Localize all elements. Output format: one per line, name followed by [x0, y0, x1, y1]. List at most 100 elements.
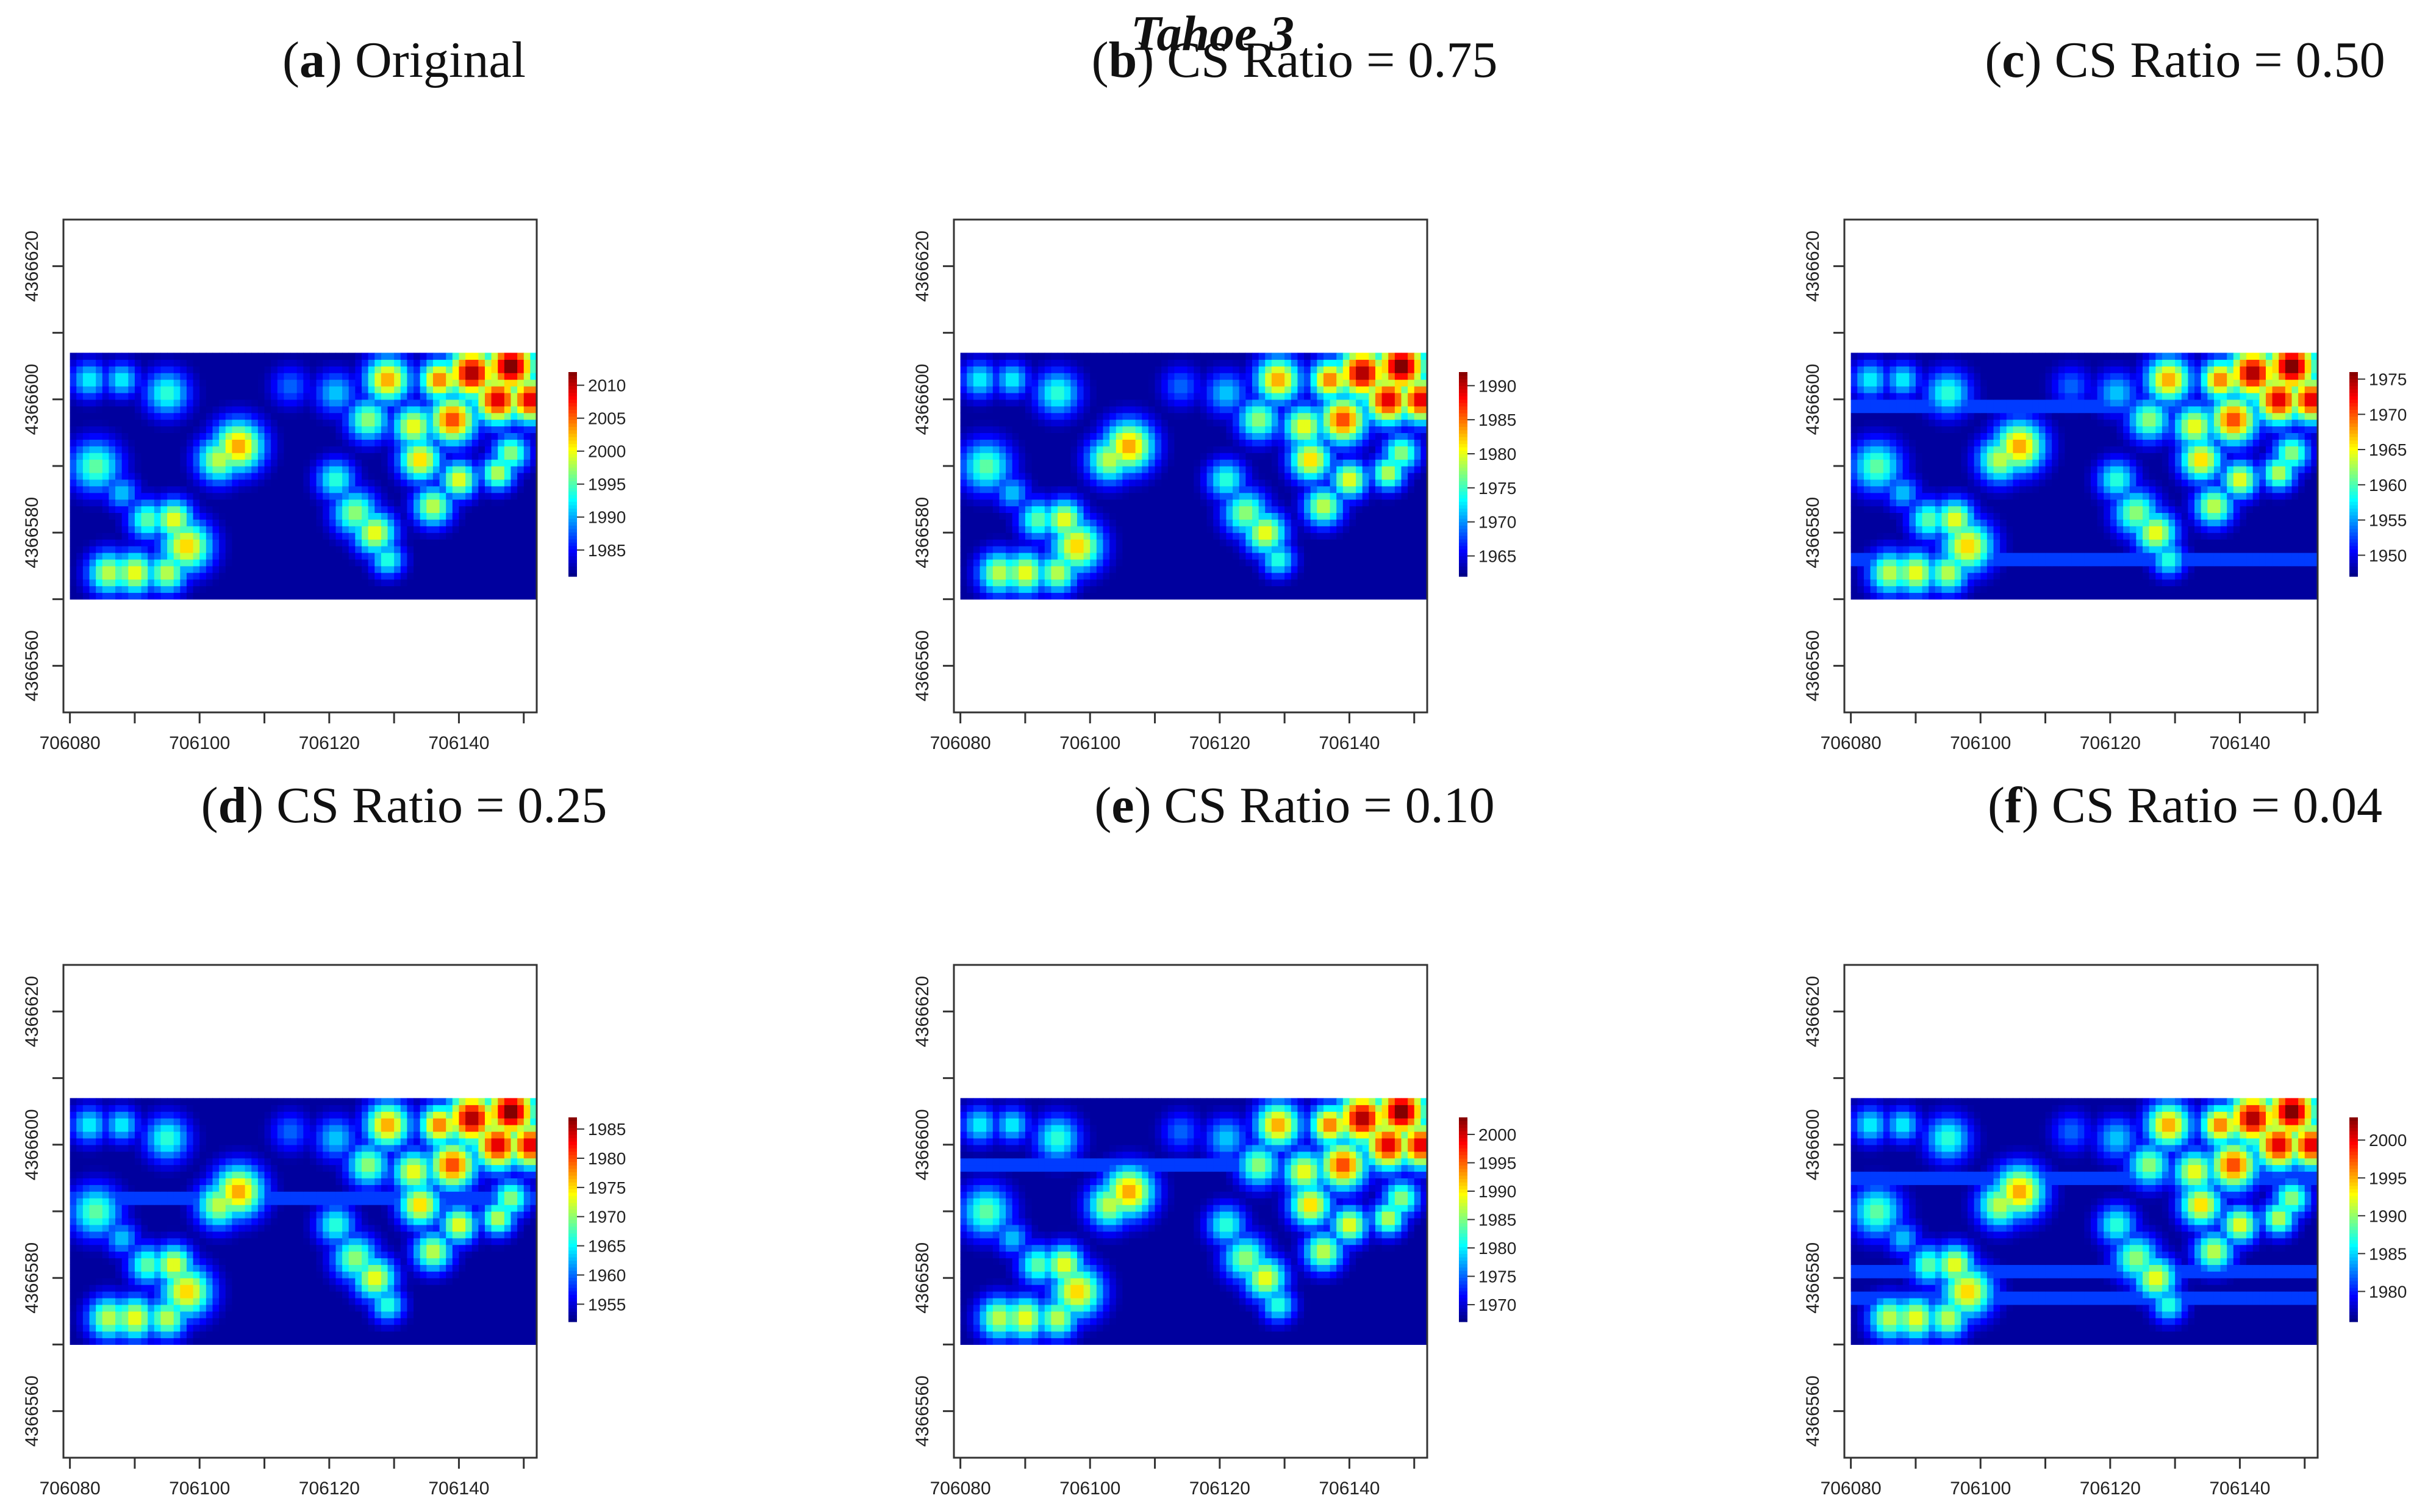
heatmap-cell: [70, 419, 77, 427]
heatmap-cell: [1317, 453, 1324, 460]
heatmap-cell: [1116, 526, 1123, 533]
heatmap-cell: [368, 572, 375, 580]
heatmap-cell: [271, 579, 278, 587]
heatmap-cell: [530, 559, 537, 567]
heatmap-cell: [271, 353, 278, 360]
heatmap-cell: [967, 579, 974, 587]
heatmap-cell: [1135, 432, 1142, 440]
heatmap-cell: [1122, 426, 1130, 434]
heatmap-cell: [199, 552, 207, 560]
heatmap-cell: [1284, 412, 1292, 420]
heatmap-cell: [1388, 492, 1395, 500]
heatmap-cell: [335, 412, 343, 420]
heatmap-cell: [980, 453, 987, 460]
heatmap-cell: [459, 539, 466, 546]
heatmap-cell: [1252, 406, 1259, 414]
heatmap-cell: [1323, 506, 1331, 514]
heatmap-cell: [1381, 479, 1389, 487]
heatmap-cell: [1187, 466, 1194, 473]
heatmap-cell: [121, 572, 129, 580]
heatmap-cell: [1336, 419, 1344, 427]
heatmap-cell: [323, 592, 330, 600]
heatmap-cell: [1058, 392, 1065, 400]
heatmap-cell: [193, 572, 200, 580]
heatmap-cell: [96, 406, 103, 414]
heatmap-cell: [381, 532, 389, 540]
heatmap-cell: [1025, 492, 1033, 500]
heatmap-cell: [1187, 472, 1194, 480]
heatmap-cell: [1304, 453, 1311, 460]
heatmap-cell: [251, 499, 259, 507]
heatmap-cell: [491, 392, 498, 400]
heatmap-cell: [465, 439, 473, 446]
heatmap-cell: [523, 359, 531, 367]
heatmap-cell: [1167, 559, 1175, 567]
heatmap-cell: [70, 426, 77, 434]
heatmap-cell: [407, 419, 414, 427]
heatmap-cell: [452, 466, 460, 473]
heatmap-cell: [348, 399, 356, 407]
heatmap-cell: [491, 353, 498, 360]
heatmap-cell: [1103, 565, 1110, 573]
heatmap-cell: [484, 492, 492, 500]
heatmap-cell: [446, 552, 453, 560]
heatmap-cell: [1414, 506, 1421, 514]
heatmap-cell: [1200, 439, 1208, 446]
heatmap-cell: [232, 546, 239, 553]
heatmap-cell: [1058, 499, 1065, 507]
heatmap-cell: [523, 546, 531, 553]
heatmap-cell: [1064, 479, 1071, 487]
heatmap-cell: [206, 439, 213, 446]
heatmap-cell: [251, 466, 259, 473]
heatmap-cell: [290, 426, 298, 434]
heatmap-cell: [1349, 392, 1356, 400]
heatmap-cell: [1206, 485, 1214, 493]
heatmap-cell: [245, 546, 252, 553]
heatmap-cell: [1064, 419, 1071, 427]
heatmap-cell: [1129, 572, 1136, 580]
heatmap-cell: [186, 412, 194, 420]
heatmap-cell: [1155, 546, 1162, 553]
heatmap-cell: [1239, 466, 1246, 473]
heatmap-cell: [491, 546, 498, 553]
heatmap-cell: [284, 453, 291, 460]
heatmap-cell: [115, 439, 123, 446]
heatmap-cell: [381, 479, 389, 487]
heatmap-cell: [1200, 453, 1208, 460]
heatmap-cell: [381, 506, 389, 514]
heatmap-cell: [1148, 546, 1156, 553]
heatmap-cell: [361, 492, 369, 500]
heatmap-cell: [335, 519, 343, 526]
heatmap-cell: [303, 419, 310, 427]
heatmap-cell: [465, 572, 473, 580]
heatmap-cell: [465, 499, 473, 507]
heatmap-cell: [238, 392, 246, 400]
heatmap-cell: [1252, 592, 1259, 600]
heatmap-cell: [420, 353, 427, 360]
heatmap-cell: [498, 432, 505, 440]
heatmap-cell: [1362, 586, 1369, 593]
heatmap-cell: [1278, 472, 1285, 480]
heatmap-cell: [973, 432, 981, 440]
heatmap-cell: [1336, 579, 1344, 587]
heatmap-cell: [1148, 419, 1156, 427]
heatmap-cell: [1342, 419, 1350, 427]
heatmap-cell: [465, 579, 473, 587]
heatmap-cell: [219, 399, 226, 407]
heatmap-cell: [355, 586, 362, 593]
heatmap-cell: [1219, 399, 1227, 407]
heatmap-cell: [530, 399, 537, 407]
heatmap-cell: [459, 385, 466, 393]
heatmap-cell: [960, 439, 967, 446]
heatmap-cell: [193, 539, 200, 546]
heatmap-cell: [121, 472, 129, 480]
heatmap-cell: [446, 439, 453, 446]
heatmap-cell: [1031, 453, 1039, 460]
heatmap-cell: [361, 385, 369, 393]
heatmap-cell: [284, 419, 291, 427]
heatmap-cell: [459, 479, 466, 487]
colorbar-segment: [568, 495, 577, 499]
heatmap-cell: [238, 453, 246, 460]
heatmap-cell: [1265, 485, 1272, 493]
heatmap-cell: [1239, 412, 1246, 420]
